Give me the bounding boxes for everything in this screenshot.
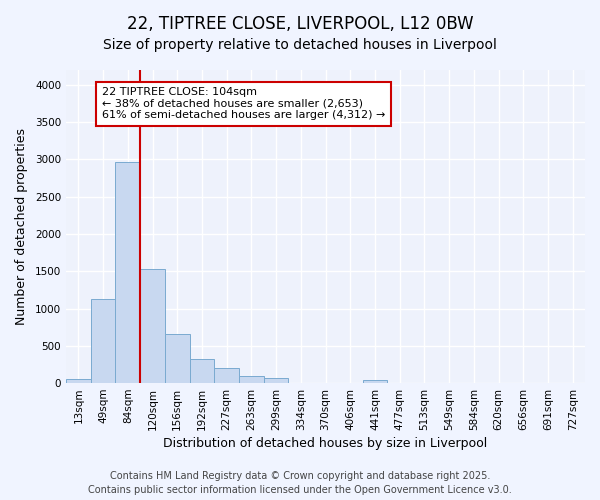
Bar — [239, 376, 264, 383]
Text: Contains HM Land Registry data © Crown copyright and database right 2025.
Contai: Contains HM Land Registry data © Crown c… — [88, 471, 512, 495]
Text: 22, TIPTREE CLOSE, LIVERPOOL, L12 0BW: 22, TIPTREE CLOSE, LIVERPOOL, L12 0BW — [127, 15, 473, 33]
X-axis label: Distribution of detached houses by size in Liverpool: Distribution of detached houses by size … — [163, 437, 488, 450]
Bar — [362, 380, 388, 383]
Bar — [140, 269, 165, 383]
Text: Size of property relative to detached houses in Liverpool: Size of property relative to detached ho… — [103, 38, 497, 52]
Bar — [91, 299, 115, 383]
Text: 22 TIPTREE CLOSE: 104sqm
← 38% of detached houses are smaller (2,653)
61% of sem: 22 TIPTREE CLOSE: 104sqm ← 38% of detach… — [102, 87, 385, 120]
Bar — [115, 162, 140, 383]
Y-axis label: Number of detached properties: Number of detached properties — [15, 128, 28, 325]
Bar — [165, 334, 190, 383]
Bar — [264, 378, 289, 383]
Bar — [214, 368, 239, 383]
Bar — [190, 359, 214, 383]
Bar — [66, 379, 91, 383]
